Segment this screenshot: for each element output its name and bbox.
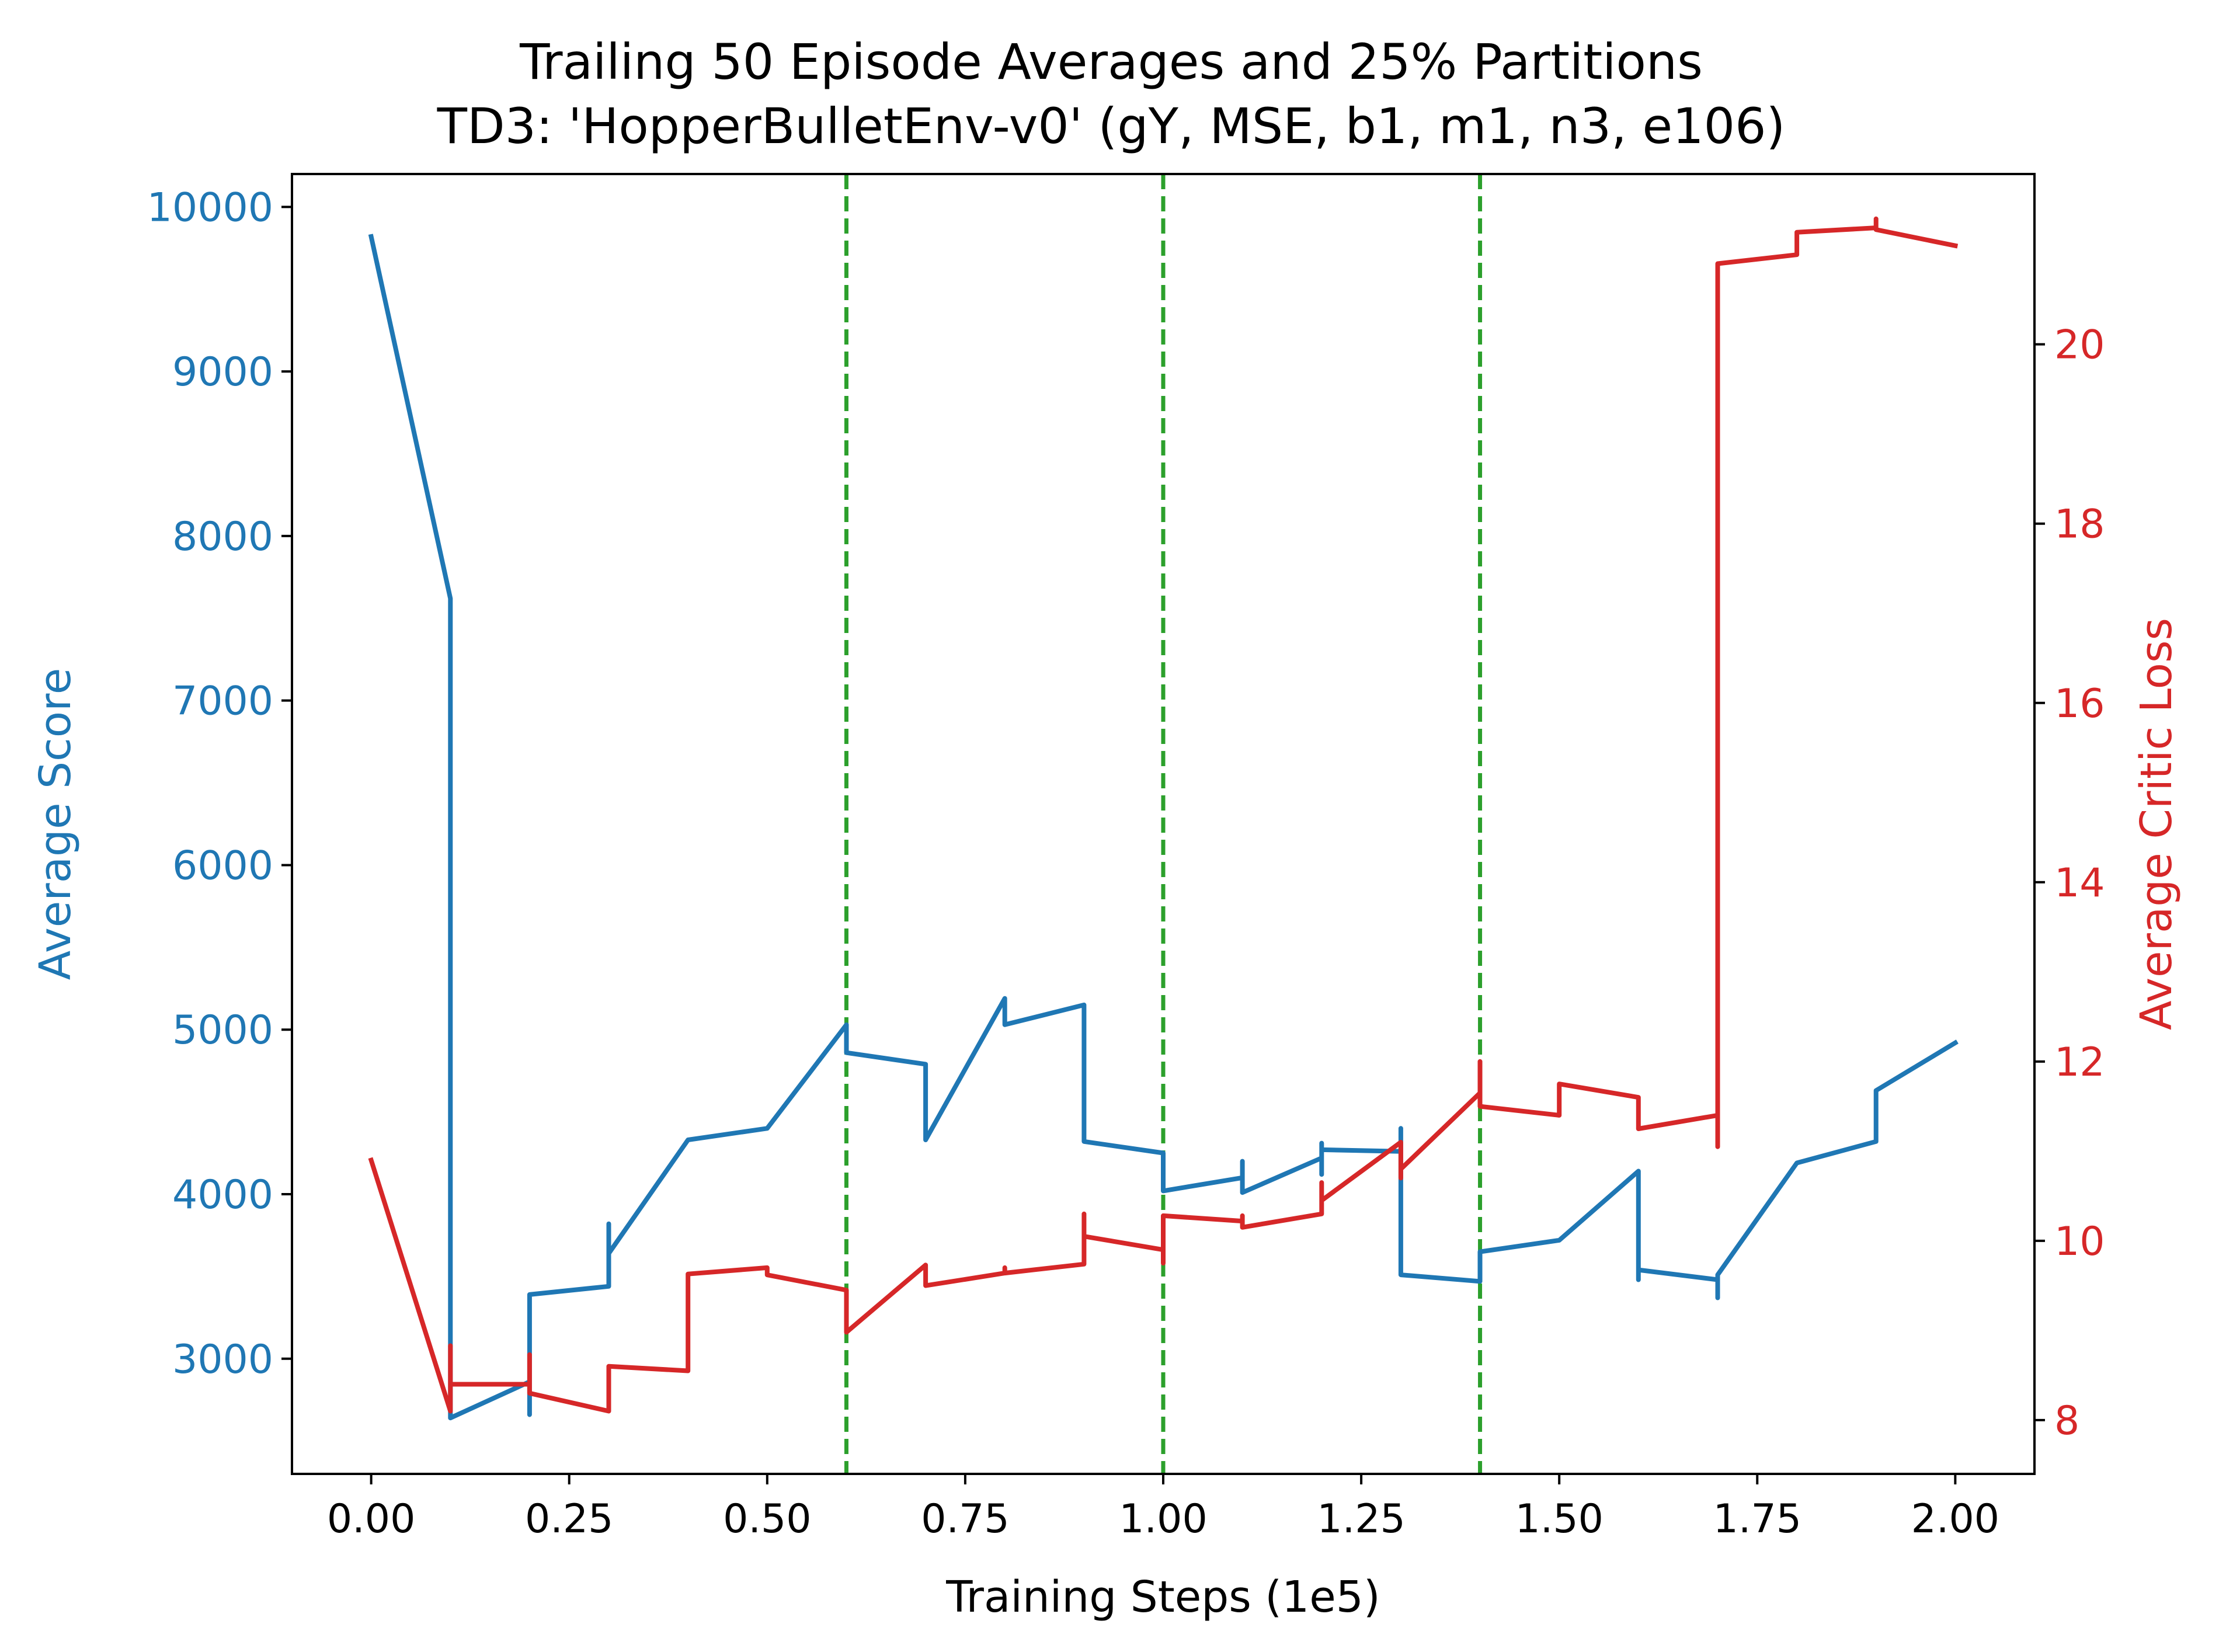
x-tick-label: 0.75 <box>921 1496 1009 1542</box>
right-axis-label: Average Critic Loss <box>2131 618 2182 1030</box>
x-tick-label: 0.50 <box>723 1496 811 1542</box>
left-tick-label: 10000 <box>147 185 273 231</box>
x-tick-label: 1.00 <box>1119 1496 1207 1542</box>
score-series-line <box>368 234 1959 1421</box>
right-tick-label: 14 <box>2054 860 2105 906</box>
right-tick-label: 16 <box>2054 681 2105 727</box>
left-tick-label: 6000 <box>172 843 273 889</box>
critic-loss-series-line <box>368 216 1959 1414</box>
left-tick-label: 3000 <box>172 1337 273 1383</box>
x-tick-label: 0.00 <box>327 1496 415 1542</box>
x-axis-label: Training Steps (1e5) <box>945 1572 1380 1622</box>
chart-title: Trailing 50 Episode Averages and 25% Par… <box>519 33 1703 91</box>
left-tick-label: 8000 <box>172 514 273 560</box>
x-tick-label: 1.75 <box>1713 1496 1801 1542</box>
left-tick-label: 7000 <box>172 679 273 725</box>
left-axis-ticks: 3000 4000 5000 6000 7000 8000 9000 10000 <box>147 185 292 1383</box>
chart-subtitle: TD3: 'HopperBulletEnv-v0' (gY, MSE, b1, … <box>437 98 1786 155</box>
x-tick-label: 2.00 <box>1911 1496 1999 1542</box>
right-tick-label: 12 <box>2054 1039 2105 1086</box>
right-tick-label: 18 <box>2054 502 2105 548</box>
x-tick-label: 0.25 <box>525 1496 613 1542</box>
x-tick-label: 1.25 <box>1317 1496 1405 1542</box>
right-tick-label: 8 <box>2054 1398 2079 1444</box>
partition-lines <box>844 174 1483 1474</box>
x-tick-label: 1.50 <box>1515 1496 1603 1542</box>
left-tick-label: 9000 <box>172 349 273 395</box>
right-tick-label: 10 <box>2054 1219 2105 1265</box>
left-tick-label: 4000 <box>172 1172 273 1218</box>
left-axis-label: Average Score <box>30 668 81 980</box>
right-tick-label: 20 <box>2054 322 2105 368</box>
left-tick-label: 5000 <box>172 1007 273 1053</box>
right-axis-ticks: 8 10 12 14 16 18 20 <box>2034 322 2105 1444</box>
x-axis-ticks: 0.00 0.25 0.50 0.75 1.00 1.25 1.50 1.75 2.00 <box>327 1474 1999 1542</box>
series-lines <box>368 216 1959 1421</box>
